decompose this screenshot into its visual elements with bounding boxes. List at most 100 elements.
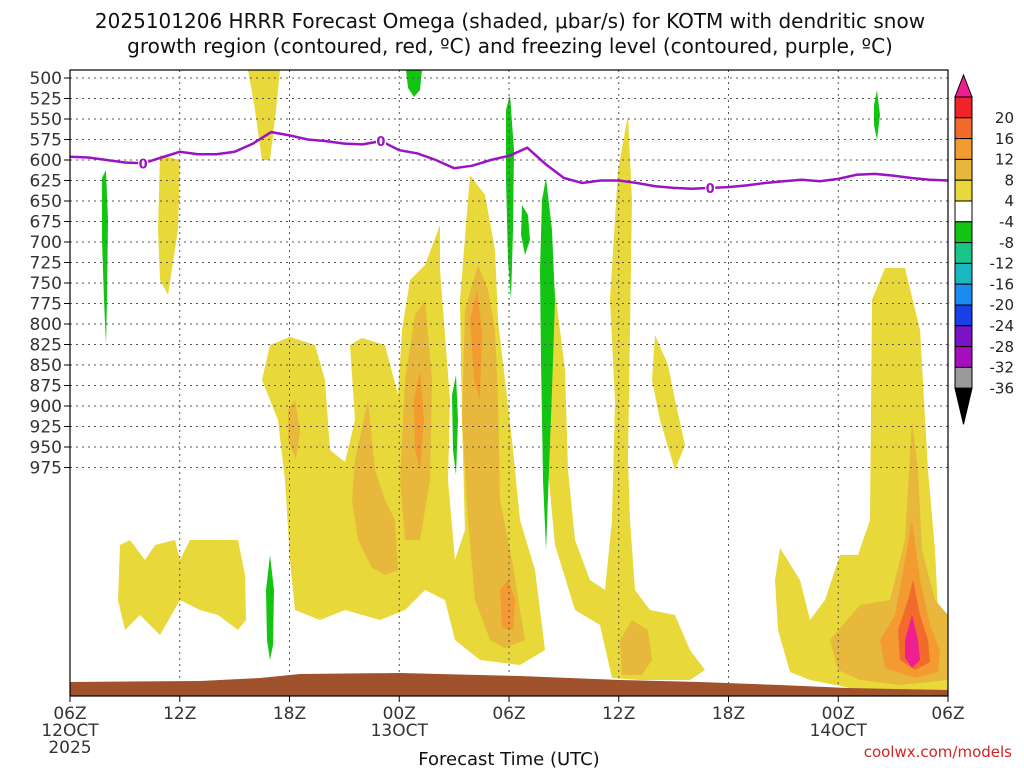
plot-area: 0 0 0 <box>69 69 949 697</box>
x-tick-label: 06Z <box>53 704 86 724</box>
colorbar-label: -20 <box>990 296 1015 314</box>
x-tick-label: 12Z <box>163 704 196 724</box>
x-tick-label: 00Z <box>383 704 416 724</box>
colorbar-label: -12 <box>990 255 1015 273</box>
omega-green-region <box>102 170 108 345</box>
x-axis-label: Forecast Time (UTC) <box>418 749 599 768</box>
omega-orange-yellow-region <box>620 620 652 675</box>
y-tick-label: 525 <box>30 90 62 110</box>
colorbar-swatch <box>954 242 973 264</box>
freezing-level-label: 0 <box>376 135 385 150</box>
omega-green-region <box>266 555 274 660</box>
y-tick-label: 825 <box>30 336 62 356</box>
y-tick-label: 725 <box>30 254 62 274</box>
omega-magenta-region <box>905 615 920 668</box>
y-tick-label: 850 <box>30 356 62 376</box>
colorbar-swatch <box>954 262 973 285</box>
colorbar-bottom-arrow <box>954 387 973 425</box>
omega-green-region <box>874 90 880 140</box>
omega-yellow-region <box>540 115 705 680</box>
x-tick-label: 00Z <box>822 704 855 724</box>
colorbar-swatch <box>954 179 973 202</box>
colorbar-swatch <box>954 138 973 160</box>
colorbar-label: -4 <box>999 213 1014 231</box>
x-date-label: 13OCT <box>371 721 429 741</box>
y-tick-label: 700 <box>30 233 62 253</box>
colorbar-swatch <box>954 158 973 181</box>
omega-orange-yellow-region <box>288 400 300 460</box>
colorbar-swatch <box>954 304 973 327</box>
colorbar-label: 16 <box>995 130 1014 148</box>
colorbar-label: -16 <box>990 275 1015 293</box>
y-tick-label: 900 <box>30 397 62 417</box>
colorbar-swatch <box>954 283 973 306</box>
colorbar-label: 8 <box>1004 171 1014 189</box>
colorbar-label: -36 <box>990 379 1015 397</box>
y-tick-label: 575 <box>30 131 62 151</box>
colorbar-swatch <box>954 96 973 119</box>
colorbar-swatch <box>954 117 973 140</box>
x-date-label: 14OCT <box>810 721 868 741</box>
x-tick-label: 18Z <box>273 704 306 724</box>
colorbar-label: -32 <box>990 359 1015 377</box>
chart-title-line2: growth region (contoured, red, ºC) and f… <box>127 34 893 58</box>
freezing-level-label-bg <box>705 179 716 195</box>
freezing-level-line <box>69 130 949 190</box>
colorbar-label: 20 <box>995 109 1014 127</box>
freezing-level-label: 0 <box>706 182 715 197</box>
omega-green-region <box>540 178 555 550</box>
omega-orange-yellow-region <box>352 400 398 575</box>
y-tick-label: 650 <box>30 192 62 212</box>
x-tick-label: 06Z <box>931 704 964 724</box>
colorbar-top-arrow <box>954 73 973 98</box>
freezing-level-labels: 0 0 0 <box>138 133 716 197</box>
y-tick-label: 975 <box>30 459 62 479</box>
y-axis: 5005255505756006256506757007257507758008… <box>30 69 70 479</box>
y-tick-label: 925 <box>30 418 62 438</box>
y-tick-label: 875 <box>30 377 62 397</box>
omega-orange-region <box>414 370 424 470</box>
surface-terrain <box>70 673 948 696</box>
y-tick-label: 775 <box>30 295 62 315</box>
x-tick-label: 12Z <box>602 704 635 724</box>
colorbar-label: -24 <box>990 317 1015 335</box>
y-tick-label: 500 <box>30 69 62 89</box>
y-tick-label: 600 <box>30 151 62 171</box>
chart-title-line1: 2025101206 HRRR Forecast Omega (shaded, … <box>95 9 925 33</box>
freezing-level-label: 0 <box>139 157 148 172</box>
omega-green-region <box>406 70 422 97</box>
omega-orange-region <box>470 290 482 400</box>
omega-orange-region <box>500 580 515 630</box>
omega-yellow-region <box>118 540 246 635</box>
omega-yellow-region <box>248 70 280 160</box>
colorbar-swatch <box>954 325 973 348</box>
omega-shading <box>102 70 948 692</box>
y-tick-label: 625 <box>30 172 62 192</box>
colorbar: 20 16 12 8 4 -4 -8 -12 -16 -20 -24 -28 -32 -36 <box>954 73 1015 425</box>
omega-yellow-region <box>652 335 685 470</box>
omega-yellow-region <box>158 155 180 295</box>
colorbar-label: -8 <box>999 234 1014 252</box>
colorbar-swatch <box>954 221 973 244</box>
colorbar-swatch <box>954 200 973 223</box>
colorbar-label: 4 <box>1004 192 1014 210</box>
colorbar-label: 12 <box>995 151 1014 169</box>
colorbar-swatch <box>954 366 973 389</box>
x-year-label: 2025 <box>48 738 91 758</box>
credit-text: coolwx.com/models <box>864 743 1012 761</box>
x-date-label: 12OCT <box>41 721 99 741</box>
freezing-level-label-bg <box>138 155 149 171</box>
omega-green-region <box>452 375 458 475</box>
x-tick-label: 06Z <box>492 704 525 724</box>
freezing-level-label-bg <box>375 133 386 149</box>
colorbar-label: -28 <box>990 338 1015 356</box>
gridlines <box>70 70 948 696</box>
y-tick-label: 750 <box>30 274 62 294</box>
y-tick-label: 550 <box>30 110 62 130</box>
y-tick-label: 950 <box>30 438 62 458</box>
colorbar-swatch <box>954 346 973 368</box>
x-tick-label: 18Z <box>712 704 745 724</box>
y-tick-label: 800 <box>30 315 62 335</box>
